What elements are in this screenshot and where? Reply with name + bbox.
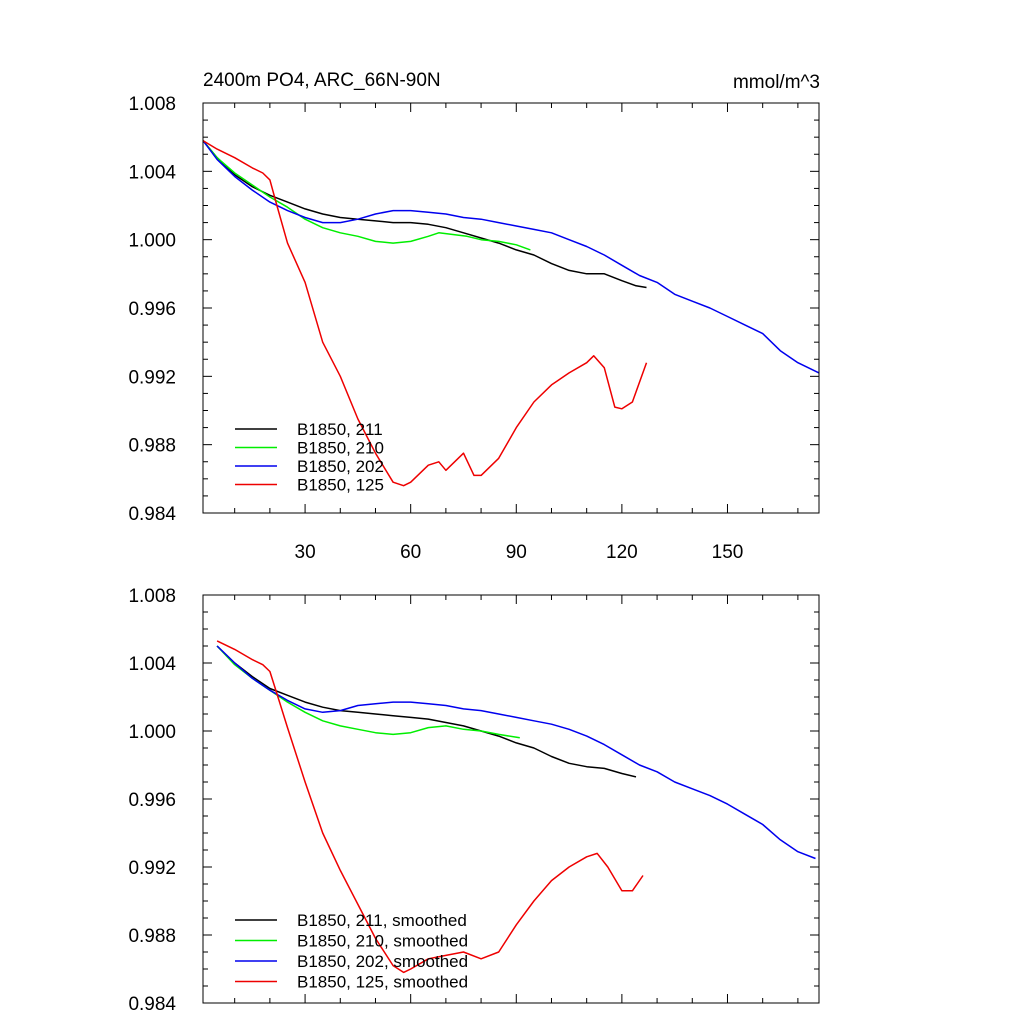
- series-line-1-1: [216, 645, 520, 739]
- x-tick-label: 90: [506, 542, 527, 563]
- series-line-1-0: [216, 645, 637, 778]
- legend-label: B1850, 211, smoothed: [297, 911, 467, 930]
- y-tick-label: 0.984: [128, 994, 176, 1015]
- y-tick-label: 0.996: [128, 790, 176, 811]
- top-panel: 30 60 90 120 150 0.984 0.988 0.992 0.996 1.000 1.0…: [128, 94, 820, 563]
- y-tick-label: 0.992: [128, 858, 176, 879]
- series-line-0-3: [202, 139, 648, 487]
- y-tick-label: 0.996: [128, 299, 176, 320]
- series-line-0-1: [202, 140, 531, 251]
- y-tick-label: 1.000: [128, 231, 176, 252]
- x-tick-label: 150: [712, 542, 744, 563]
- series-line-1-2: [216, 645, 816, 860]
- x-tick-label: 60: [400, 542, 421, 563]
- units-label: mmol/m^3: [733, 72, 820, 93]
- y-tick-label: 0.988: [128, 436, 176, 457]
- legend-label: B1850, 125, smoothed: [297, 973, 468, 992]
- legend-label: B1850, 202, smoothed: [297, 952, 468, 971]
- bottom-panel: 0.984 0.988 0.992 0.996 1.000 1.004 1.008 B1850…: [128, 586, 820, 1015]
- y-tick-label: 1.000: [128, 722, 176, 743]
- y-tick-label: 1.004: [128, 654, 176, 675]
- x-tick-label: 30: [295, 542, 316, 563]
- legend-label: B1850, 211: [297, 420, 383, 439]
- y-tick-label: 0.984: [128, 504, 176, 525]
- y-tick-label: 1.004: [128, 162, 176, 183]
- y-tick-label: 1.008: [128, 94, 176, 115]
- legend-label: B1850, 202: [297, 457, 384, 476]
- legend-label: B1850, 210: [297, 439, 384, 458]
- plot-frame: [202, 594, 820, 1004]
- y-tick-label: 0.992: [128, 367, 176, 388]
- x-tick-label: 120: [606, 542, 638, 563]
- y-tick-label: 1.008: [128, 586, 176, 607]
- plot-frame: [202, 102, 820, 514]
- series-line-0-2: [202, 140, 820, 374]
- series-line-0-0: [202, 140, 647, 289]
- series-line-1-3: [216, 640, 644, 974]
- legend-label: B1850, 125: [297, 476, 384, 495]
- chart-title: 2400m PO4, ARC_66N-90N: [203, 70, 441, 91]
- y-tick-label: 0.988: [128, 926, 176, 947]
- legend-label: B1850, 210, smoothed: [297, 932, 468, 951]
